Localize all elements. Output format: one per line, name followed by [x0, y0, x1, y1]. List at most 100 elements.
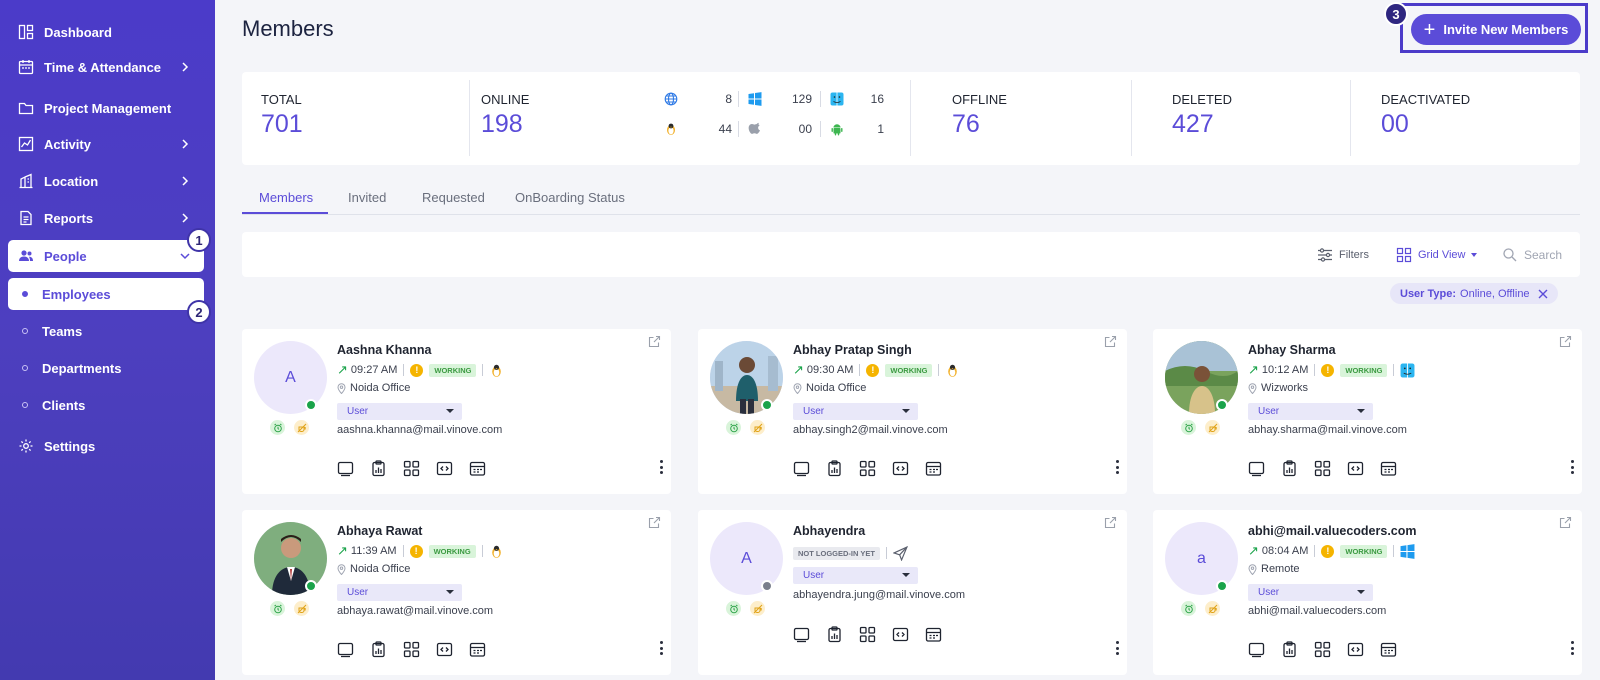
member-tools: [337, 641, 486, 658]
more-options-icon[interactable]: [1570, 460, 1574, 474]
apps-grid-icon[interactable]: [859, 460, 876, 477]
screen-icon[interactable]: [337, 641, 354, 658]
screen-icon[interactable]: [793, 460, 810, 477]
code-icon[interactable]: [892, 460, 909, 477]
grid-view-dropdown[interactable]: Grid View: [1396, 247, 1478, 263]
invite-new-members-button[interactable]: + Invite New Members: [1411, 14, 1581, 45]
calendar-icon: [18, 59, 34, 75]
calendar-icon[interactable]: [1380, 460, 1397, 477]
sidebar-item-settings[interactable]: Settings: [8, 430, 204, 462]
filters-button[interactable]: Filters: [1317, 247, 1369, 263]
screen-icon[interactable]: [1248, 460, 1265, 477]
external-link-icon[interactable]: [1104, 335, 1117, 348]
code-icon[interactable]: [892, 626, 909, 643]
member-name[interactable]: Aashna Khanna: [337, 343, 432, 357]
more-options-icon[interactable]: [1115, 460, 1119, 474]
external-link-icon[interactable]: [1559, 335, 1572, 348]
code-icon[interactable]: [1347, 641, 1364, 658]
tab-members[interactable]: Members: [259, 190, 314, 205]
sidebar-item-departments[interactable]: Departments: [8, 352, 204, 384]
more-options-icon[interactable]: [659, 641, 663, 655]
tab-requested[interactable]: Requested: [422, 190, 485, 205]
role-value: User: [347, 406, 369, 417]
role-select[interactable]: User: [793, 403, 918, 420]
sidebar-item-employees[interactable]: Employees: [8, 278, 204, 310]
member-tools: [337, 460, 486, 477]
sidebar-subitem-label: Teams: [42, 323, 83, 339]
tab-onboarding-status[interactable]: OnBoarding Status: [515, 190, 625, 205]
role-select[interactable]: User: [793, 567, 918, 584]
member-card[interactable]: A Abhayendra NOT LOGGED-IN YET User abha…: [698, 510, 1127, 675]
role-select[interactable]: User: [1248, 403, 1373, 420]
close-icon[interactable]: [1538, 289, 1548, 299]
member-name[interactable]: abhi@mail.valuecoders.com: [1248, 524, 1417, 538]
clipboard-chart-icon[interactable]: [826, 626, 843, 643]
member-card[interactable]: A Aashna Khanna ↗ 09:27 AM! WORKING Noida …: [242, 329, 671, 494]
sidebar-item-label: People: [44, 248, 87, 264]
divider: [481, 545, 483, 557]
divider: [1131, 80, 1132, 156]
external-link-icon[interactable]: [1559, 516, 1572, 529]
apps-grid-icon[interactable]: [1314, 641, 1331, 658]
member-card[interactable]: Abhay Pratap Singh ↗ 09:30 AM! WORKING Noi…: [698, 329, 1127, 494]
location-text: Noida Office: [350, 563, 411, 575]
sidebar-item-activity[interactable]: Activity: [8, 128, 204, 160]
external-link-icon[interactable]: [648, 335, 661, 348]
role-value: User: [803, 406, 825, 417]
code-icon[interactable]: [1347, 460, 1364, 477]
page-title: Members: [242, 16, 334, 41]
calendar-icon[interactable]: [925, 460, 942, 477]
member-name[interactable]: Abhay Sharma: [1248, 343, 1336, 357]
code-icon[interactable]: [436, 460, 453, 477]
sidebar-item-teams[interactable]: Teams: [8, 315, 204, 347]
tab-invited[interactable]: Invited: [348, 190, 387, 205]
apps-grid-icon[interactable]: [859, 626, 876, 643]
member-card[interactable]: Abhaya Rawat ↗ 11:39 AM! WORKING Noida Off…: [242, 510, 671, 675]
calendar-icon[interactable]: [469, 460, 486, 477]
apps-grid-icon[interactable]: [403, 460, 420, 477]
online-status-dot: [1216, 580, 1228, 592]
member-name[interactable]: Abhay Pratap Singh: [793, 343, 912, 357]
clipboard-chart-icon[interactable]: [1281, 641, 1298, 658]
login-time: 09:27 AM: [350, 364, 398, 376]
stat-value: 76: [952, 110, 980, 138]
sidebar-item-project-management[interactable]: Project Management: [8, 92, 204, 124]
member-card[interactable]: Abhay Sharma ↗ 10:12 AM! WORKING Wizworks …: [1153, 329, 1582, 494]
more-options-icon[interactable]: [1570, 641, 1574, 655]
search-placeholder: Search: [1524, 248, 1563, 262]
external-link-icon[interactable]: [1104, 516, 1117, 529]
role-select[interactable]: User: [337, 584, 462, 601]
sidebar-item-clients[interactable]: Clients: [8, 389, 204, 421]
member-card[interactable]: a abhi@mail.valuecoders.com ↗ 08:04 AM! WO…: [1153, 510, 1582, 675]
clipboard-chart-icon[interactable]: [1281, 460, 1298, 477]
sidebar-item-reports[interactable]: Reports: [8, 202, 204, 234]
role-select[interactable]: User: [337, 403, 462, 420]
screen-icon[interactable]: [337, 460, 354, 477]
role-select[interactable]: User: [1248, 584, 1373, 601]
code-icon[interactable]: [436, 641, 453, 658]
sidebar-item-time-attendance[interactable]: Time & Attendance: [8, 51, 204, 83]
sidebar-item-location[interactable]: Location: [8, 165, 204, 197]
search-input[interactable]: Search: [1502, 247, 1562, 263]
calendar-icon[interactable]: [469, 641, 486, 658]
apple-icon: [748, 122, 762, 136]
clipboard-chart-icon[interactable]: [826, 460, 843, 477]
members-toolbar: Filters Grid View Search: [242, 232, 1580, 277]
clipboard-chart-icon[interactable]: [370, 460, 387, 477]
apps-grid-icon[interactable]: [403, 641, 420, 658]
sidebar-item-dashboard[interactable]: Dashboard: [8, 16, 204, 48]
screen-icon[interactable]: [793, 626, 810, 643]
calendar-icon[interactable]: [1380, 641, 1397, 658]
sidebar-item-people[interactable]: People: [8, 240, 204, 272]
clipboard-chart-icon[interactable]: [370, 641, 387, 658]
calendar-icon[interactable]: [925, 626, 942, 643]
screen-icon[interactable]: [1248, 641, 1265, 658]
apps-grid-icon[interactable]: [1314, 460, 1331, 477]
sidebar-item-label: Location: [44, 173, 99, 189]
member-name[interactable]: Abhayendra: [793, 524, 866, 538]
member-name[interactable]: Abhaya Rawat: [337, 524, 423, 538]
more-options-icon[interactable]: [1115, 641, 1119, 655]
more-options-icon[interactable]: [659, 460, 663, 474]
divider: [910, 80, 911, 156]
external-link-icon[interactable]: [648, 516, 661, 529]
